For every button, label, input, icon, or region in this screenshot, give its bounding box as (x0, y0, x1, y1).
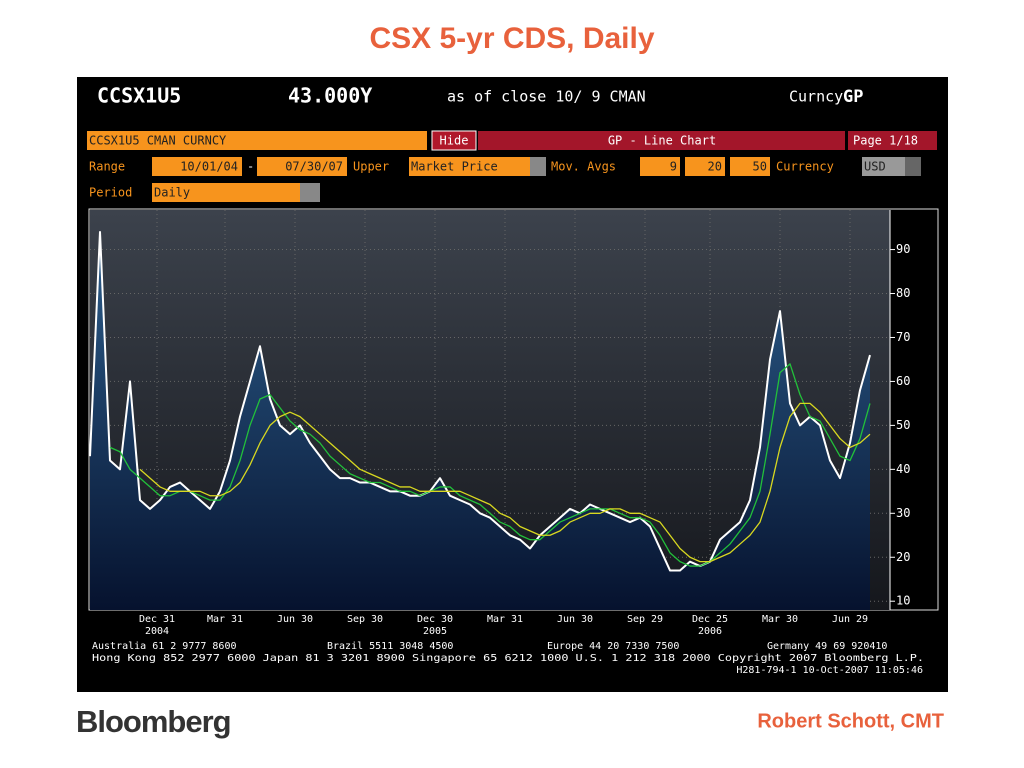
label: Upper (353, 160, 389, 174)
footer: H281-794-1 10-Oct-2007 11:05:46 (736, 665, 923, 676)
end: 07/30/07 (285, 160, 343, 174)
page-box[interactable] (848, 131, 937, 150)
field[interactable] (87, 131, 427, 150)
footer: Australia 61 2 9777 8600 (92, 641, 237, 652)
ticker: CCSX1U5 (97, 84, 181, 108)
dropdown[interactable] (905, 157, 921, 176)
label: Currency (776, 160, 834, 174)
logo: Bloomberg (76, 704, 231, 739)
field[interactable] (152, 183, 300, 202)
label: Mov. Avgs (551, 160, 616, 174)
field[interactable] (152, 157, 242, 176)
x-tick-label: Jun 30 (277, 614, 313, 625)
year-label: 2006 (698, 626, 722, 637)
y-tick-label: 80 (896, 286, 910, 300)
slide-title: CSX 5-yr CDS, Daily (369, 22, 654, 55)
line (109, 363, 871, 567)
footer: Hong Kong 852 2977 6000 Japan 81 3 3201 … (92, 653, 924, 664)
x-tick-label: Mar 31 (487, 614, 523, 625)
price: 43.000Y (288, 84, 372, 108)
footer: Germany 49 69 920410 (767, 641, 887, 652)
x-tick-label: Jun 30 (557, 614, 593, 625)
area-fill (90, 231, 870, 610)
y-tick-label: 90 (896, 242, 910, 256)
y-tick-label: 20 (896, 550, 910, 564)
dropdown[interactable] (300, 183, 320, 202)
field[interactable] (409, 157, 530, 176)
x-tick-label: Dec 31 (139, 614, 175, 625)
field[interactable] (257, 157, 347, 176)
mavg: 20 (708, 160, 722, 174)
x-tick-label: Sep 30 (347, 614, 383, 625)
bar (478, 131, 845, 150)
y-tick-label: 10 (896, 594, 910, 608)
mavg: 9 (670, 160, 677, 174)
author: Robert Schott, CMT (757, 710, 944, 732)
chart-name: GP - Line Chart (608, 134, 716, 148)
x-tick-label: Sep 29 (627, 614, 663, 625)
field[interactable] (640, 157, 680, 176)
line (139, 402, 871, 563)
year-label: 2005 (423, 626, 447, 637)
func: GP (843, 87, 863, 107)
footer: Brazil 5511 3048 4500 (327, 641, 453, 652)
close: as of close 10/ 9 CMAN (447, 88, 646, 106)
dash: - (247, 160, 254, 174)
dropdown[interactable] (530, 157, 546, 176)
footer: Europe 44 20 7330 7500 (547, 641, 679, 652)
hide-button[interactable] (431, 130, 477, 151)
x-tick-label: Dec 25 (692, 614, 728, 625)
mavg: 50 (753, 160, 767, 174)
x-tick-label: Jun 29 (832, 614, 868, 625)
curncy: Curncy (789, 88, 843, 106)
y-tick-label: 30 (896, 506, 910, 520)
security: CCSX1U5 CMAN CURNCY (89, 134, 227, 148)
label: Period (89, 186, 132, 200)
x-tick-label: Mar 30 (762, 614, 798, 625)
page: Page 1/18 (853, 134, 918, 148)
y-tick-label: 60 (896, 374, 910, 388)
x-tick-label: Mar 31 (207, 614, 243, 625)
label: Range (89, 160, 125, 174)
currency: USD (864, 160, 886, 174)
y-tick-label: 50 (896, 418, 910, 432)
field[interactable] (730, 157, 770, 176)
field[interactable] (862, 157, 905, 176)
y-tick-label: 70 (896, 330, 910, 344)
start: 10/01/04 (180, 160, 238, 174)
upper: Market Price (411, 160, 498, 174)
year-label: 2004 (145, 626, 169, 637)
x-tick-label: Dec 30 (417, 614, 453, 625)
field[interactable] (685, 157, 725, 176)
period: Daily (154, 186, 190, 200)
line (89, 230, 871, 572)
y-tick-label: 40 (896, 462, 910, 476)
hide: Hide (440, 134, 469, 148)
